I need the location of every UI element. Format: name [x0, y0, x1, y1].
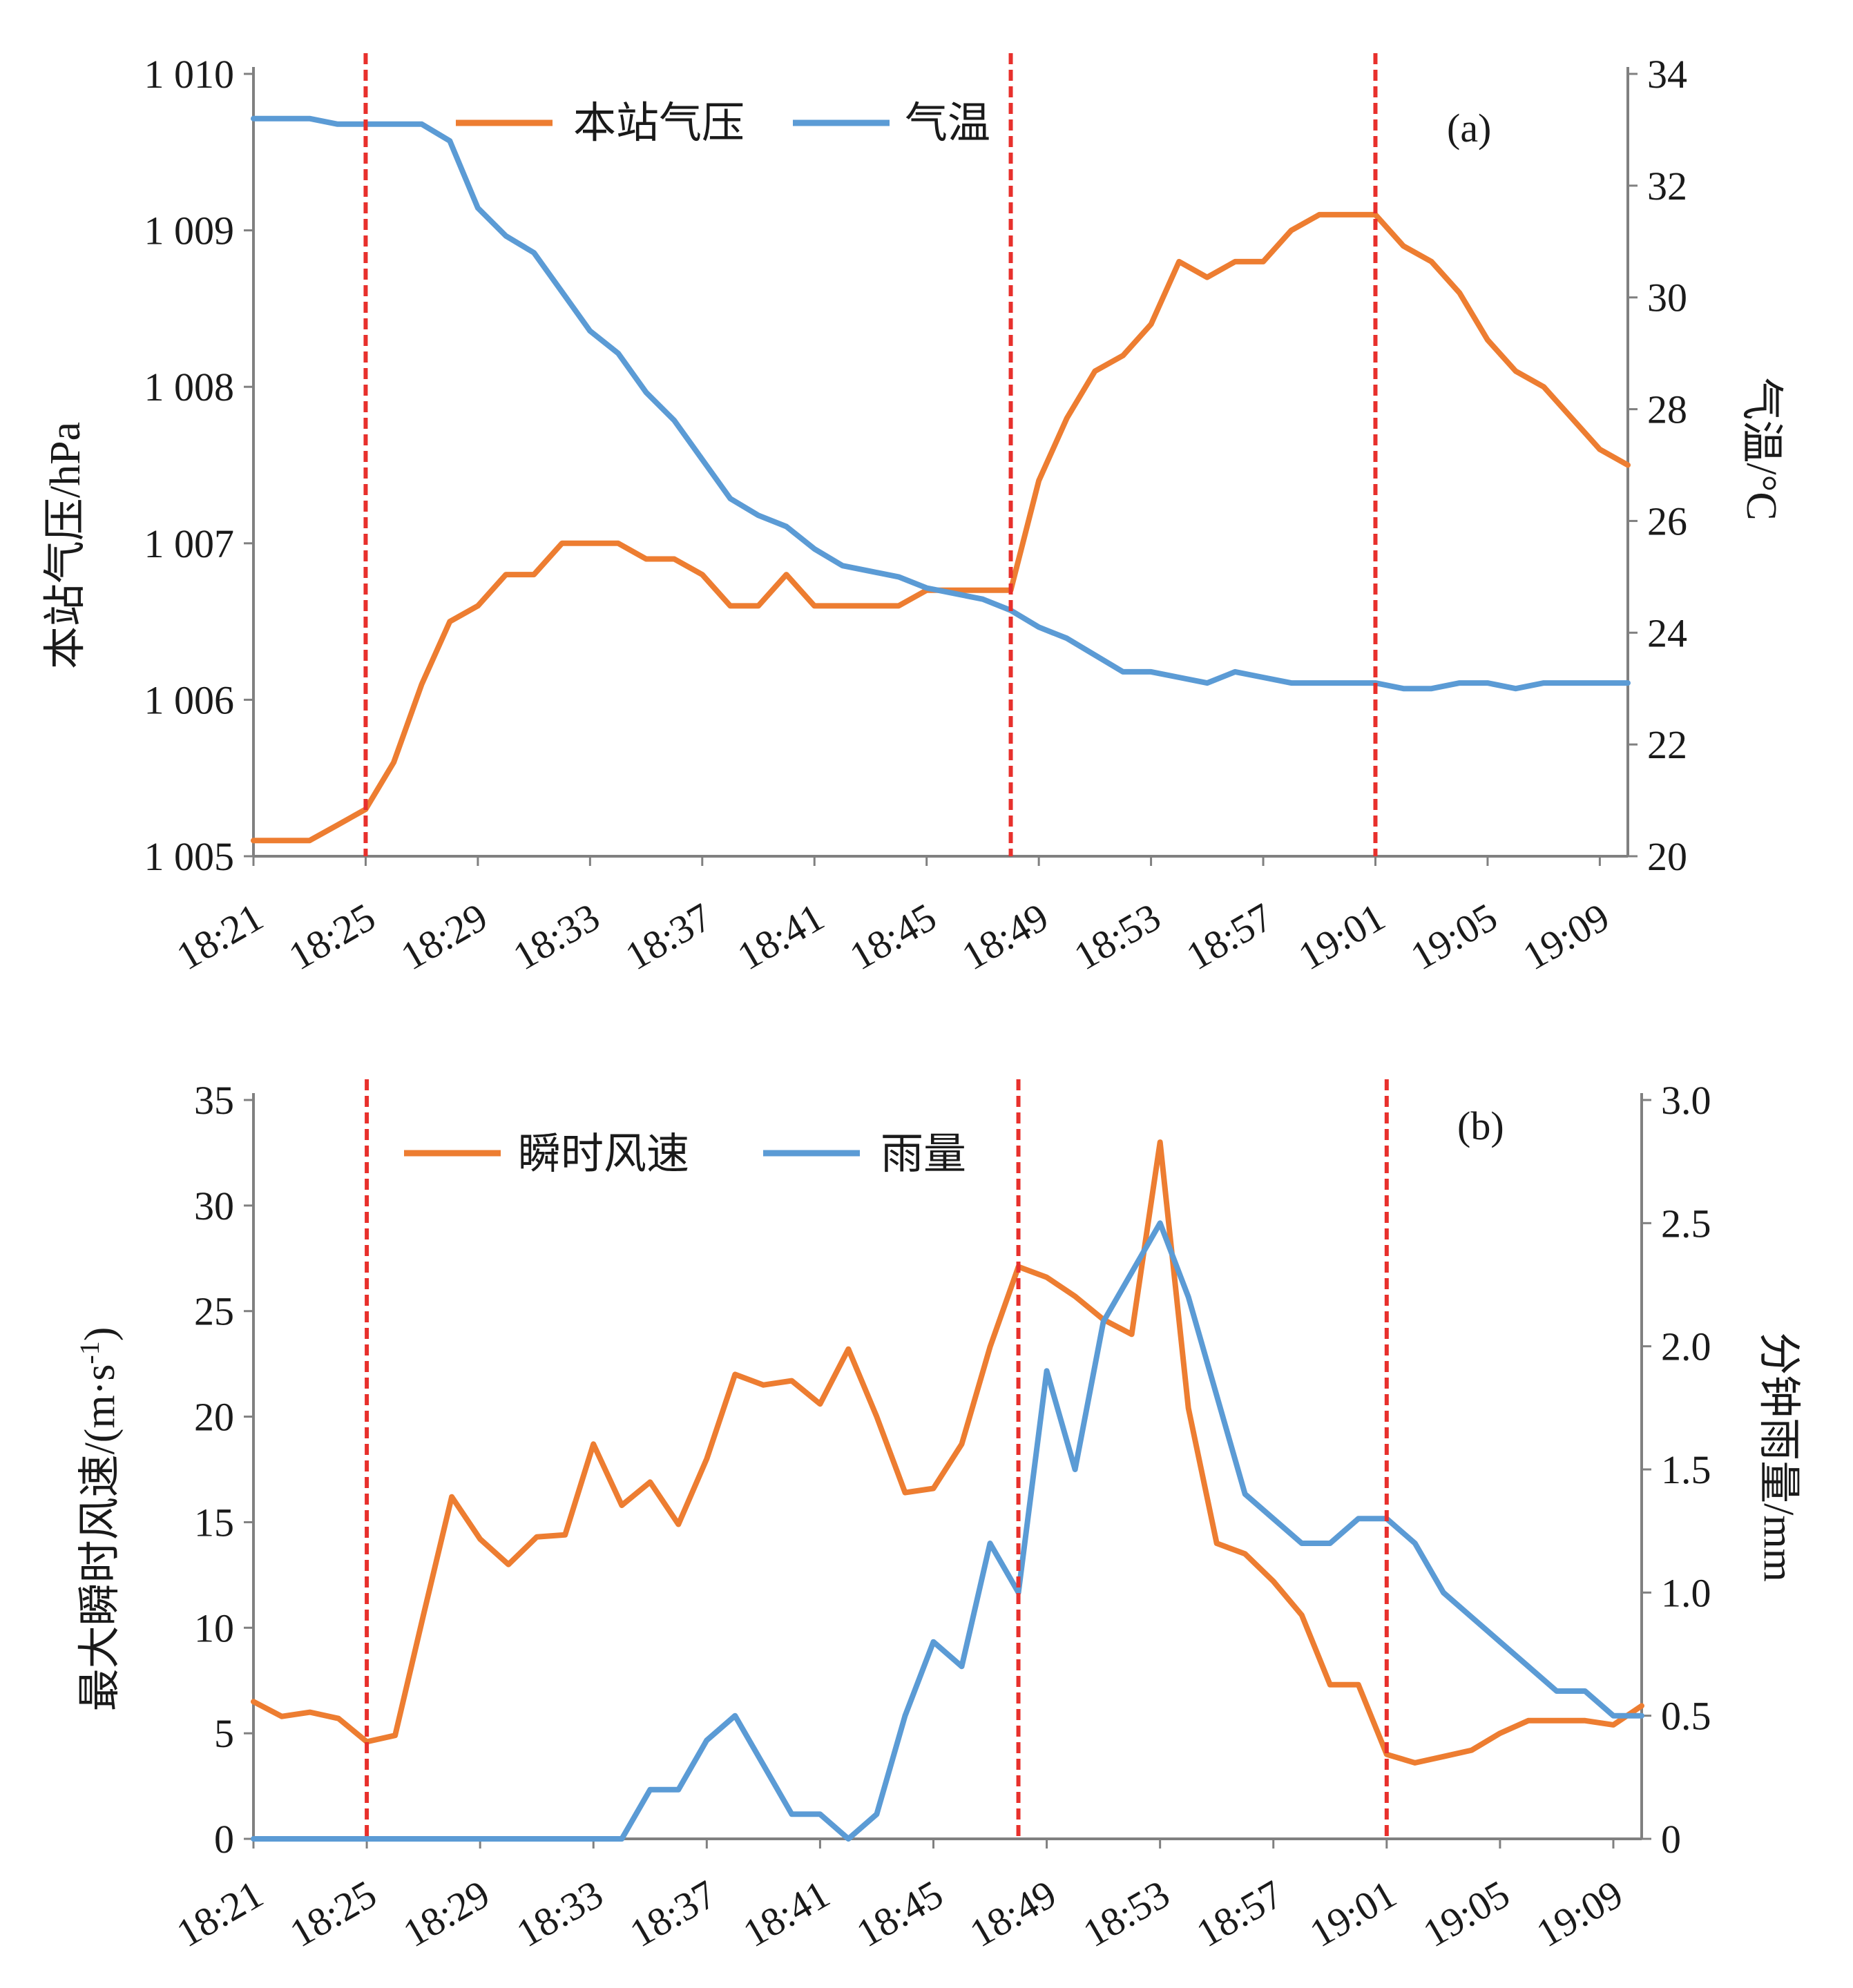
right-tick-label: 28: [1647, 387, 1687, 432]
x-tick-label: 19:09: [1529, 1871, 1631, 1956]
series-line-a-1: [251, 115, 1631, 692]
panel-b-right-axis-title: 分钟雨量/mm: [1755, 1332, 1802, 1582]
x-tick-label: 18:49: [962, 1871, 1064, 1956]
left-tick-label: 1 006: [144, 677, 235, 722]
x-tick-label: 18:49: [954, 894, 1056, 978]
panel-b-legend: 瞬时风速 雨量: [404, 1131, 966, 1178]
panel-b-left-axis-title-main: 最大瞬时风速/(m·s: [77, 1364, 124, 1712]
left-tick-label: 1 009: [144, 209, 235, 253]
right-tick-label: 0: [1661, 1817, 1681, 1862]
x-tick-label: 19:01: [1291, 894, 1392, 978]
series-line-b-1: [251, 1220, 1644, 1842]
panel-a-pressure-temperature-chart: 1 005 1 006 1 007 1 008 1 009 1 010 20 22 24 26 28…: [42, 52, 1785, 978]
right-tick-label: 1.5: [1661, 1447, 1711, 1492]
left-tick-label: 5: [214, 1711, 234, 1756]
series-line-a-0: [251, 211, 1631, 844]
series-line-b-0: [251, 1139, 1644, 1766]
panel-b-series: [251, 1139, 1644, 1842]
x-tick-label: 18:37: [617, 894, 719, 978]
x-tick-label: 18:53: [1075, 1871, 1177, 1956]
right-tick-label: 32: [1647, 164, 1687, 209]
x-tick-label: 19:05: [1415, 1871, 1517, 1956]
x-tick-label: 18:33: [509, 1871, 611, 1956]
x-tick-label: 18:45: [842, 894, 943, 978]
left-tick-label: 25: [194, 1289, 234, 1334]
left-tick-label: 1 008: [144, 365, 235, 409]
left-tick-label: 1 010: [144, 52, 235, 97]
panel-b-left-axis-title-sup: -1: [74, 1341, 105, 1364]
right-tick-label: 2.0: [1661, 1324, 1711, 1369]
legend-temperature-label: 气温: [905, 100, 990, 147]
right-tick-label: 26: [1647, 499, 1687, 543]
x-tick-label: 19:09: [1515, 894, 1617, 978]
left-tick-label: 35: [194, 1078, 234, 1123]
x-tick-label: 18:41: [730, 894, 832, 978]
x-tick-label: 18:53: [1066, 894, 1168, 978]
left-tick-label: 0: [214, 1817, 234, 1862]
panel-a-axes: 1 005 1 006 1 007 1 008 1 009 1 010 20 22 24 26 28…: [144, 52, 1688, 978]
panel-a-event-lines: [363, 53, 1378, 856]
x-tick-label: 18:37: [622, 1871, 724, 1956]
left-tick-label: 30: [194, 1184, 234, 1228]
panel-a-right-axis-title: 气温/°C: [1738, 377, 1785, 520]
panel-b-label: (b): [1457, 1103, 1504, 1148]
panel-b-left-axis-title-end: ): [77, 1327, 124, 1342]
x-tick-label: 18:29: [396, 1871, 497, 1956]
panel-a-left-axis-title: 本站气压/hPa: [42, 422, 89, 669]
x-tick-label: 18:21: [169, 1871, 271, 1956]
x-tick-label: 18:21: [169, 894, 271, 978]
right-tick-label: 24: [1647, 610, 1687, 655]
x-tick-label: 19:05: [1403, 894, 1505, 978]
x-tick-label: 19:01: [1302, 1871, 1403, 1956]
x-tick-label: 18:57: [1189, 1871, 1290, 1956]
left-tick-label: 1 007: [144, 521, 235, 566]
left-tick-label: 20: [194, 1395, 234, 1440]
panel-a-series: [251, 115, 1631, 844]
x-tick-label: 18:25: [282, 1871, 384, 1956]
right-tick-label: 22: [1647, 722, 1687, 767]
right-tick-label: 0.5: [1661, 1694, 1711, 1739]
panel-a-legend: 本站气压 气温: [456, 100, 990, 147]
legend-rain-label: 雨量: [881, 1131, 966, 1178]
panel-b-event-lines: [365, 1079, 1389, 1839]
x-tick-label: 18:25: [281, 894, 383, 978]
legend-pressure-label: 本站气压: [573, 100, 745, 147]
left-tick-label: 15: [194, 1500, 234, 1545]
x-tick-label: 18:57: [1179, 894, 1280, 978]
left-tick-label: 10: [194, 1605, 234, 1650]
x-tick-label: 18:29: [393, 894, 495, 978]
right-tick-label: 30: [1647, 276, 1687, 320]
x-tick-label: 18:33: [506, 894, 607, 978]
right-tick-label: 34: [1647, 52, 1687, 97]
x-tick-label: 18:45: [849, 1871, 950, 1956]
left-tick-label: 1 005: [144, 834, 235, 879]
right-tick-label: 2.5: [1661, 1201, 1711, 1246]
panel-a-label: (a): [1447, 106, 1491, 151]
right-tick-label: 3.0: [1661, 1078, 1711, 1123]
right-tick-label: 20: [1647, 834, 1687, 879]
panel-b-left-axis-title: 最大瞬时风速/(m·s-1): [74, 1327, 124, 1712]
legend-wind-label: 瞬时风速: [518, 1131, 689, 1178]
right-tick-label: 1.0: [1661, 1570, 1711, 1615]
x-tick-label: 18:41: [736, 1871, 837, 1956]
